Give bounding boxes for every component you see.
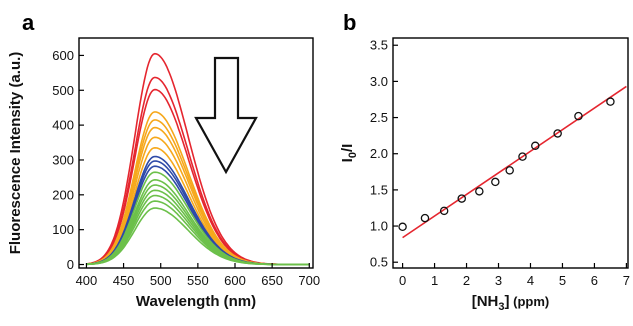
x-tick-label: 700	[298, 273, 320, 288]
x-label-main: [NH	[472, 293, 499, 310]
data-point	[505, 166, 514, 175]
panel-a-x-ticks: 400 450 500 550 600 650 700	[76, 263, 320, 288]
panel-b-y-axis-label: I0/I	[339, 144, 359, 163]
panel-b-y-ticks: 0.5 1.0 1.5 2.0 2.5 3.0 3.5	[370, 38, 398, 270]
x-tick-label: 500	[150, 273, 172, 288]
panel-a-plot-frame	[78, 37, 314, 269]
y-tick-label: 3.5	[370, 38, 388, 53]
y-tick-label: 2.5	[370, 110, 388, 125]
panel-a-y-axis-label: Fluorescence Intensity (a.u.)	[7, 52, 24, 255]
panel-a-y-ticks: 0 100 200 300 400 500 600	[52, 48, 84, 272]
data-point	[606, 97, 615, 106]
y-tick-label: 1.0	[370, 219, 388, 234]
y-tick-label: 200	[52, 187, 74, 202]
y-tick-label: 3.0	[370, 74, 388, 89]
x-tick-label: 600	[224, 273, 246, 288]
data-point	[518, 152, 527, 161]
y-tick-label: 0.5	[370, 255, 388, 270]
fit-line	[402, 85, 627, 239]
x-tick-label: 6	[591, 273, 598, 288]
panel-b-x-axis-label: [NH3] (ppm)	[472, 293, 550, 313]
x-tick-label: 550	[187, 273, 209, 288]
panel-b-plot-frame	[392, 37, 629, 269]
down-arrow-icon	[194, 56, 258, 175]
x-tick-label: 3	[495, 273, 502, 288]
y-label-rest: /I	[339, 144, 356, 152]
y-tick-label: 0	[67, 257, 74, 272]
x-label-unit: (ppm)	[510, 294, 550, 309]
data-point	[574, 111, 583, 121]
data-point	[553, 129, 562, 138]
y-label-main: I	[339, 158, 356, 162]
x-tick-label: 450	[113, 273, 135, 288]
y-tick-label: 300	[52, 152, 74, 167]
y-tick-label: 1.5	[370, 182, 388, 197]
data-point	[398, 222, 407, 232]
panel-b-label: b	[343, 10, 356, 35]
x-tick-label: 7	[623, 273, 630, 288]
panel-a-x-axis-label: Wavelength (nm)	[136, 293, 256, 310]
data-point	[420, 213, 430, 223]
y-label-sub: 0	[347, 152, 359, 158]
x-tick-label: 1	[431, 273, 438, 288]
x-tick-label: 2	[463, 273, 470, 288]
data-point	[475, 187, 484, 196]
panel-a-curves	[86, 52, 310, 266]
x-label-close: ]	[505, 293, 510, 310]
data-point	[457, 194, 466, 203]
y-tick-label: 400	[52, 118, 74, 133]
panel-b-x-ticks: 0 1 2 3 4 5 6 7	[399, 263, 630, 288]
y-tick-label: 100	[52, 222, 74, 237]
panel-a-chart: a 400 450 500 550 600 650 700 0 100 200 300 400 500…	[7, 10, 320, 310]
x-tick-label: 0	[399, 273, 406, 288]
x-tick-label: 650	[261, 273, 283, 288]
data-point	[491, 177, 500, 187]
panel-a-label: a	[22, 10, 35, 35]
data-point	[531, 141, 540, 151]
x-label-sub: 3	[498, 301, 504, 313]
x-tick-label: 400	[76, 273, 98, 288]
x-tick-label: 5	[559, 273, 566, 288]
decrease-arrow	[194, 56, 258, 175]
x-tick-label: 4	[527, 273, 534, 288]
y-tick-label: 2.0	[370, 146, 388, 161]
panel-b-points	[398, 97, 615, 232]
data-point	[439, 206, 449, 216]
y-tick-label: 600	[52, 48, 74, 63]
y-tick-label: 500	[52, 83, 74, 98]
